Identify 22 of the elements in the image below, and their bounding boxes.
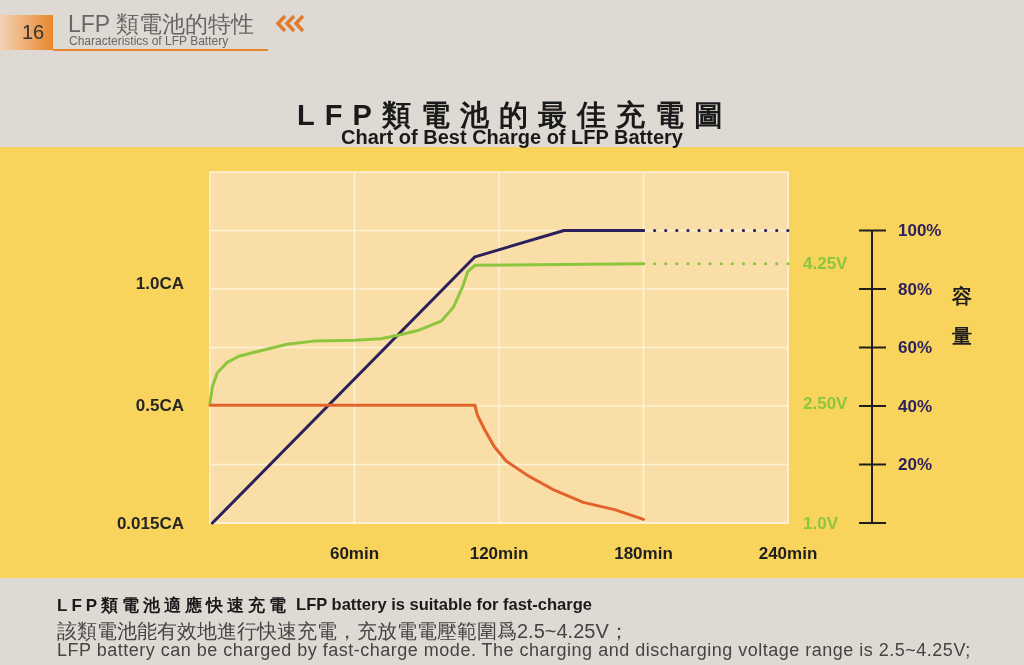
y2-tick-label: 4.25V — [803, 254, 848, 274]
text: LFP類電池適應快速充電 — [57, 596, 291, 615]
text: 16 — [21, 21, 45, 43]
y3-tick-label: 100% — [898, 221, 942, 240]
text: LFP battery is suitable for fast-charge — [296, 595, 592, 613]
y-tick-label: 1.0CA — [135, 274, 184, 294]
y3-tick-label: 40% — [898, 396, 933, 416]
y3-axis-title: 容量 — [952, 285, 972, 347]
x-tick-label: 120min — [469, 544, 529, 563]
y3-tick-label: 80% — [898, 279, 933, 299]
y2-tick-label: 1.0V — [803, 513, 838, 533]
y3-tick-label: 20% — [898, 455, 933, 474]
text: LFP 類電池的特性 — [68, 11, 255, 37]
x-tick-label: 60min — [329, 544, 380, 563]
y-tick-label: 0.015CA — [116, 513, 184, 533]
y2-tick-label: 2.50V — [803, 393, 848, 413]
y-tick-label: 0.5CA — [135, 395, 184, 415]
text: 該類電池能有效地進行快速充電，充放電電壓範圍爲2.5~4.25V； — [57, 620, 629, 642]
y3-tick-label: 60% — [898, 338, 933, 357]
text: LFP battery can be charged by fast-charge mode. The charging and discharging voltage range is 2.5~4.25V; — [57, 640, 971, 660]
x-tick-label: 240min — [758, 544, 818, 563]
x-tick-label: 180min — [614, 544, 673, 563]
